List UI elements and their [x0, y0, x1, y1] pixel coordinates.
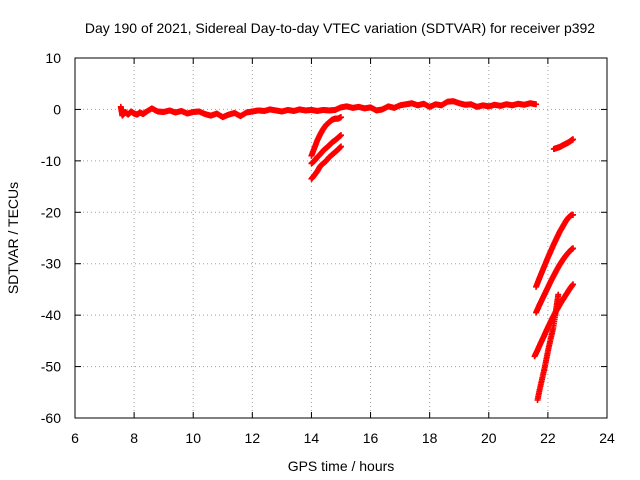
x-tick-label: 10 [185, 430, 201, 446]
data-point [338, 114, 344, 121]
y-tick-label: -20 [41, 204, 61, 220]
data-point [338, 132, 344, 139]
y-tick-label: -30 [41, 256, 61, 272]
x-tick-label: 6 [71, 430, 79, 446]
data-point [570, 211, 577, 218]
x-tick-label: 14 [304, 430, 320, 446]
x-tick-label: 24 [599, 430, 615, 446]
x-tick-label: 18 [422, 430, 438, 446]
y-tick-label: -40 [41, 307, 61, 323]
data-point [570, 136, 577, 143]
y-axis-label: SDTVAR / TECUs [5, 182, 21, 294]
data-point [555, 291, 562, 298]
y-tick-label: -60 [41, 410, 61, 426]
y-tick-label: -50 [41, 359, 61, 375]
x-tick-label: 22 [540, 430, 556, 446]
x-tick-label: 12 [245, 430, 261, 446]
chart-title: Day 190 of 2021, Sidereal Day-to-day VTE… [85, 20, 595, 36]
x-tick-label: 20 [481, 430, 497, 446]
data-point [533, 101, 540, 108]
data-point [570, 281, 577, 288]
y-tick-label: -10 [41, 153, 61, 169]
tick-labels: 6 8 10 12 14 16 18 20 22 24 10 0 -10 -20 -30 -40 -50 -60 [41, 50, 615, 446]
x-tick-label: 8 [130, 430, 138, 446]
grid [75, 58, 607, 418]
data-points [117, 98, 577, 403]
data-point [570, 245, 577, 252]
y-tick-label: 10 [45, 50, 61, 66]
plot-frame [74, 57, 608, 419]
data-point [338, 143, 344, 150]
x-tick-label: 16 [363, 430, 379, 446]
x-axis-label: GPS time / hours [288, 458, 395, 474]
y-tick-label: 0 [53, 101, 61, 117]
